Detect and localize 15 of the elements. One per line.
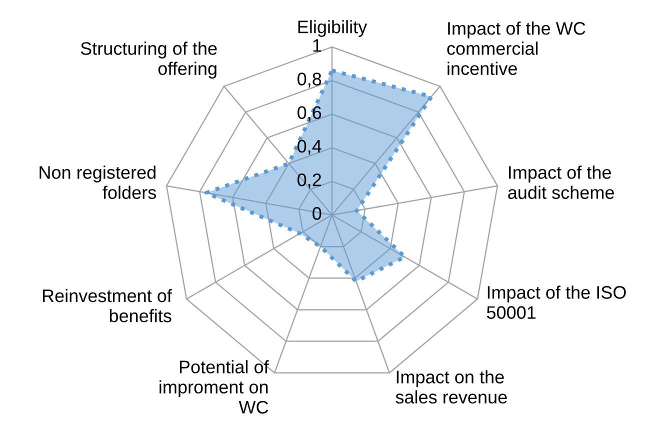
spoke-label: Impact of the audit scheme (508, 166, 614, 199)
y-tick-label: 0,8 (298, 72, 322, 88)
y-tick-label: 0 (312, 207, 322, 220)
spoke-label: Reinvestment of benefits (42, 288, 172, 322)
spoke-label: Impact of the WC commercial incentive (447, 22, 586, 76)
spoke-label: Non registered folders (40, 166, 156, 199)
spoke-label: Structuring of the offering (80, 42, 217, 79)
y-tick-label: 0,4 (298, 140, 322, 155)
spoke-label: Impact on the sales revenue (396, 370, 507, 404)
y-tick-label: 0,2 (298, 173, 322, 188)
spoke-label: Potential of improment on WC (160, 360, 269, 414)
y-tick-label: 0,6 (298, 106, 322, 122)
spoke-label: Impact of the ISO 50001 (486, 286, 626, 319)
y-tick-label: 1 (313, 39, 322, 52)
spoke-label: Eligibility (298, 20, 368, 37)
